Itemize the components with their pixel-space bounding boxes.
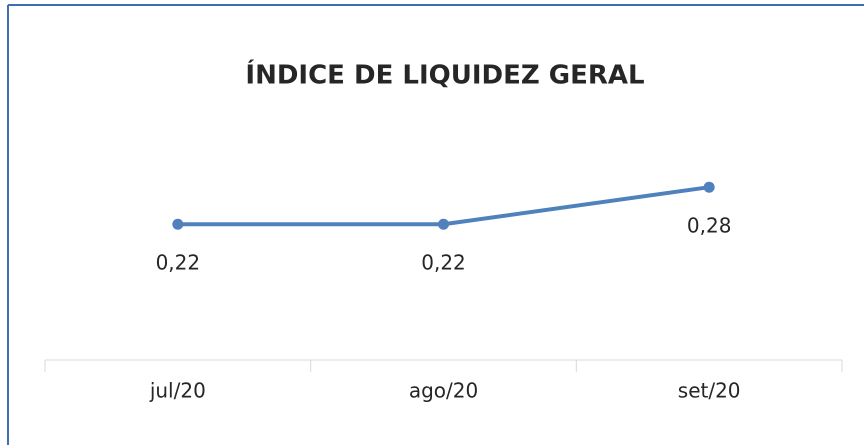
marker — [172, 218, 184, 230]
data-label: 0,22 — [421, 251, 466, 275]
x-tick-label: ago/20 — [409, 379, 478, 403]
data-label: 0,28 — [687, 214, 732, 238]
marker — [703, 181, 715, 193]
data-label: 0,22 — [156, 251, 201, 275]
chart-title: ÍNDICE DE LIQUIDEZ GERAL — [245, 59, 644, 91]
x-tick-label: jul/20 — [149, 379, 206, 403]
x-tick-label: set/20 — [678, 379, 741, 403]
marker — [438, 218, 449, 230]
